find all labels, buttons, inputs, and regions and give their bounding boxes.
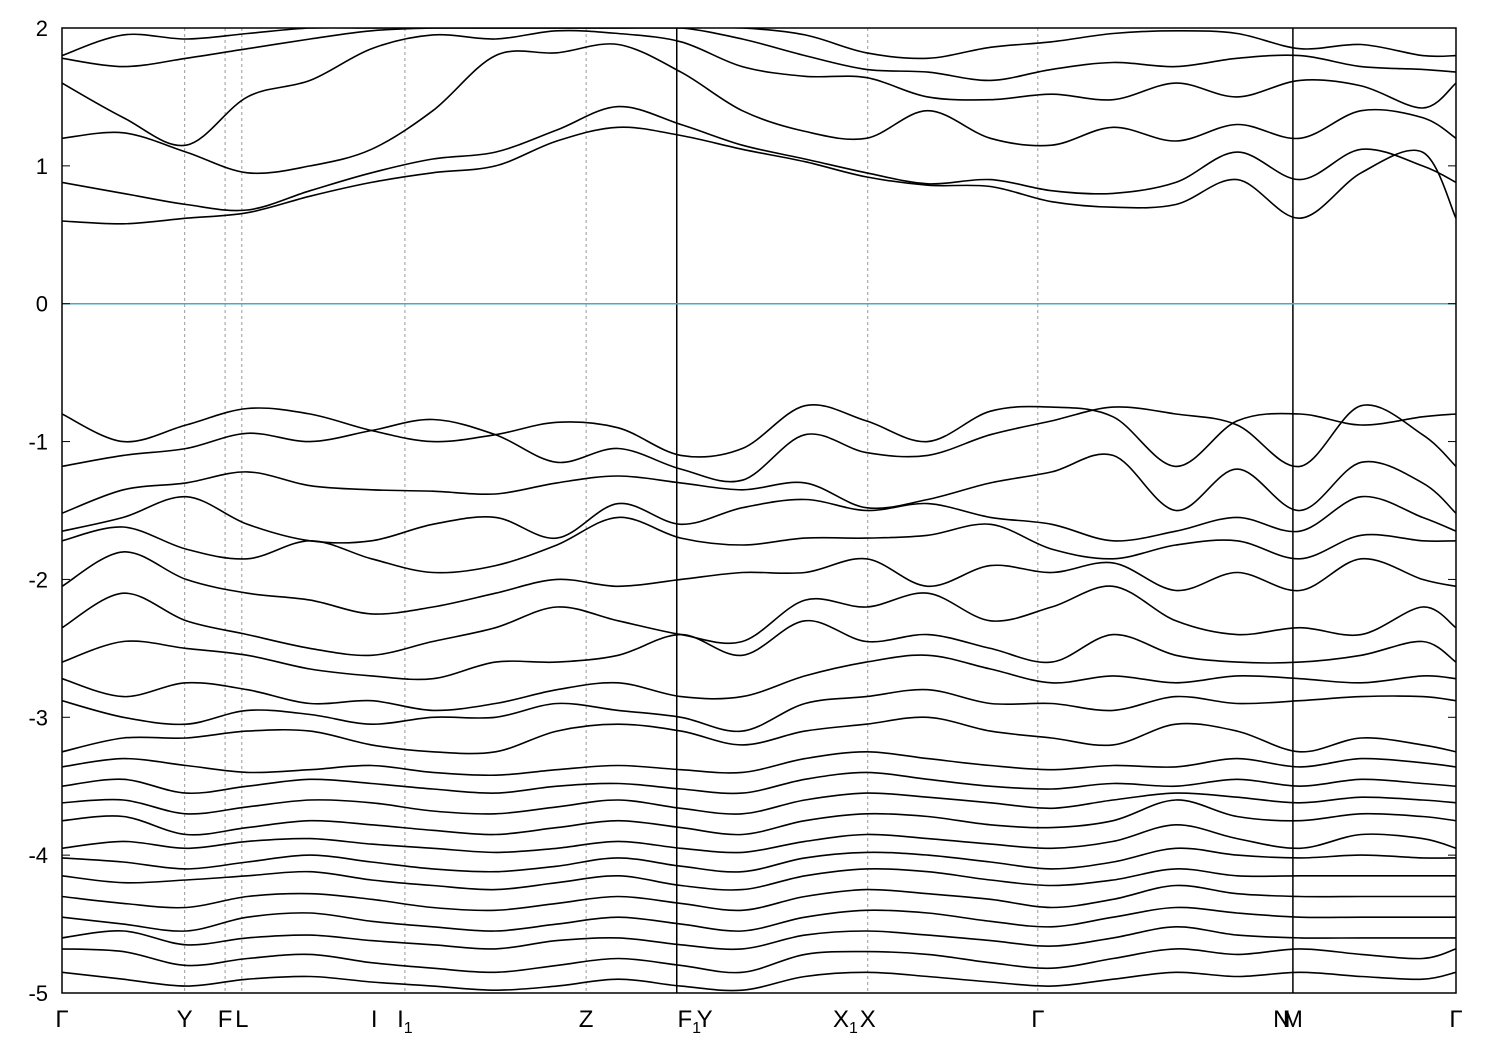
kpoint-label-1: Y bbox=[177, 1006, 193, 1033]
kpoint-label-11: Γ bbox=[1031, 1006, 1044, 1033]
band-line-15 bbox=[62, 688, 1456, 733]
kpoint-label-5: I1 bbox=[397, 1006, 413, 1037]
y-tick-label-4: -2 bbox=[28, 567, 48, 592]
kpoint-label-8: Y bbox=[697, 1006, 713, 1033]
band-line-9 bbox=[62, 495, 1456, 544]
band-line-1 bbox=[62, 105, 1456, 212]
kpoint-label-10: X bbox=[860, 1006, 876, 1033]
band-line-22 bbox=[62, 847, 1456, 873]
kpoint-label-13: M bbox=[1283, 1006, 1303, 1033]
kpoint-label-2: F bbox=[218, 1006, 233, 1033]
kpoint-label-9: X1 bbox=[833, 1006, 858, 1037]
band-line-11 bbox=[62, 551, 1456, 615]
band-line-17 bbox=[62, 751, 1456, 777]
band-line-13 bbox=[62, 619, 1456, 681]
y-tick-label-7: -5 bbox=[28, 981, 48, 1006]
path-break-lines bbox=[676, 28, 1294, 993]
band-line-28 bbox=[62, 971, 1456, 992]
band-line-19 bbox=[62, 792, 1456, 815]
band-line-16 bbox=[62, 716, 1456, 755]
y-axis-ticks: 2 1 0 -1 -2 -3 -4 -5 bbox=[28, 16, 1456, 1006]
band-line-4 bbox=[62, 28, 1456, 82]
y-tick-label-2: 0 bbox=[36, 292, 48, 317]
band-line-20 bbox=[62, 799, 1456, 836]
y-tick-label-3: -1 bbox=[28, 430, 48, 455]
kpoint-label-4: I bbox=[371, 1006, 378, 1033]
band-lines bbox=[62, 28, 1456, 992]
band-line-24 bbox=[62, 884, 1456, 912]
kpoint-label-12: N bbox=[1273, 1006, 1290, 1033]
band-line-2 bbox=[62, 43, 1456, 175]
y-tick-label-5: -3 bbox=[28, 705, 48, 730]
plot-frame bbox=[61, 27, 1457, 994]
band-line-7 bbox=[62, 404, 1456, 483]
band-line-27 bbox=[62, 948, 1456, 974]
band-line-18 bbox=[62, 771, 1456, 795]
band-line-3 bbox=[62, 29, 1456, 147]
band-line-12 bbox=[62, 585, 1456, 657]
kpoint-label-14: Γ bbox=[1449, 1006, 1462, 1033]
band-line-5 bbox=[62, 28, 1456, 60]
kpoint-label-6: Z bbox=[579, 1006, 594, 1033]
band-line-0 bbox=[62, 126, 1456, 225]
band-line-21 bbox=[62, 823, 1456, 854]
band-line-26 bbox=[62, 925, 1456, 951]
y-tick-label-1: 1 bbox=[36, 154, 48, 179]
band-line-6 bbox=[62, 404, 1456, 468]
band-line-8 bbox=[62, 453, 1456, 515]
x-axis-ticks: Γ Y F L I I1 Z F1Y X1 X Γ NM Γ bbox=[55, 1006, 1462, 1037]
y-tick-label-0: 2 bbox=[36, 16, 48, 41]
kpoint-label-0: Γ bbox=[55, 1006, 68, 1033]
band-line-14 bbox=[62, 654, 1456, 712]
band-line-25 bbox=[62, 906, 1456, 932]
band-line-10 bbox=[62, 516, 1456, 574]
y-tick-label-6: -4 bbox=[28, 843, 48, 868]
band-line-23 bbox=[62, 867, 1456, 891]
kpoint-label-3: L bbox=[235, 1006, 248, 1033]
high-symmetry-lines bbox=[184, 28, 1039, 993]
